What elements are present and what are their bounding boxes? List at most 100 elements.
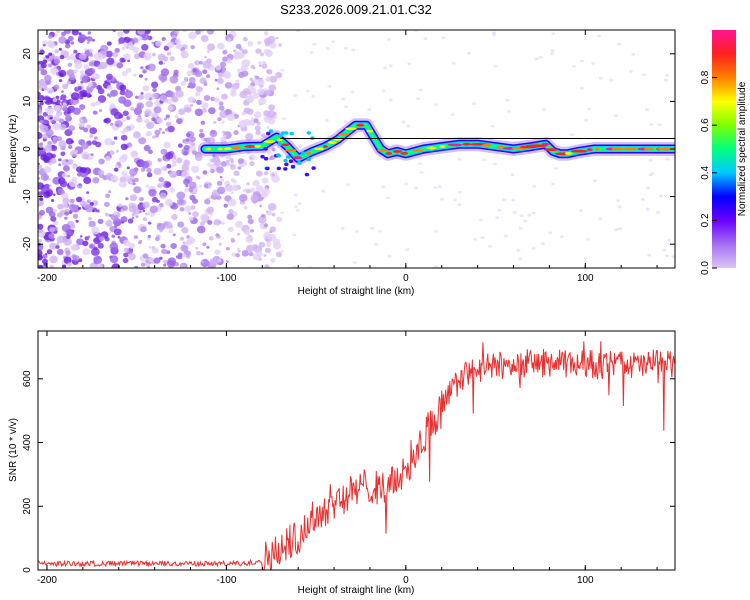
x-tick-label: -200 [37,575,57,586]
signal-ridge [197,118,675,177]
ridge-side-blob [288,159,294,163]
top-y-axis-ticks: -20 -10 0 10 20 [22,48,675,252]
noise-blob [128,253,136,261]
noise-blob [49,242,57,250]
noise-blob [79,235,83,238]
noise-blob [147,237,151,241]
noise-blob [58,163,62,166]
noise-blob [189,194,196,201]
noise-blob [67,159,74,165]
noise-blob [381,89,386,93]
noise-blob [70,244,79,252]
noise-blob [87,31,92,35]
noise-blob [106,41,112,46]
noise-blob [89,53,94,57]
noise-blob [271,173,275,177]
noise-blob [183,178,190,185]
noise-blob [49,255,58,264]
noise-blob [39,101,44,106]
noise-blob [59,123,67,131]
x-tick-label: -100 [216,273,236,284]
noise-blob [542,108,547,111]
noise-blob [616,199,621,203]
noise-blob [159,192,167,199]
noise-blob [386,38,391,41]
noise-blob [145,132,150,137]
noise-blob [148,221,152,225]
noise-blob [176,198,184,205]
y-tick-label: 600 [22,370,33,387]
noise-blob [293,94,298,97]
noise-blob [93,136,98,140]
noise-blob [177,252,183,257]
noise-blob [165,159,169,162]
noise-blob [157,183,163,189]
noise-blob [45,152,54,161]
noise-blob [38,254,43,261]
ridge-hotspot [656,147,675,151]
noise-blob [58,118,65,124]
top-y-axis-label: Frequency (Hz) [8,115,19,184]
ridge-side-blob [284,162,289,167]
noise-blob [213,219,221,226]
noise-blob [45,106,55,115]
noise-blob [233,51,242,60]
noise-blob [293,193,298,197]
noise-blob [235,253,240,258]
noise-blob [280,249,284,253]
noise-blob [140,92,144,95]
noise-blob [105,219,113,227]
noise-blob [579,59,584,63]
noise-blob [111,263,121,268]
noise-blob [246,108,254,115]
noise-blob [90,153,94,156]
noise-blob [140,66,144,70]
noise-blob [523,219,528,223]
noise-blob [87,235,91,238]
noise-blob [649,123,654,126]
noise-blob [220,136,227,142]
noise-blob [206,245,210,249]
noise-blob [174,114,179,119]
noise-blob [261,177,269,184]
noise-blob [177,221,185,228]
noise-blob [247,41,254,47]
ridge-hotspot [462,142,471,146]
noise-blob [70,92,80,101]
noise-blob [171,159,178,164]
ridge-side-blob [278,133,283,138]
noise-blob [204,56,207,59]
ridge-hotspot [292,156,303,160]
noise-blob [433,186,438,190]
noise-blob [110,175,119,183]
noise-blob [59,54,65,60]
noise-blob [67,62,73,67]
noise-blob [167,257,177,266]
noise-blob [110,89,118,97]
noise-blob [100,44,109,53]
noise-blob [416,97,421,101]
noise-blob [191,79,196,84]
noise-blob [256,251,263,258]
noise-blob [519,214,524,218]
noise-blob [202,242,207,247]
noise-blob [237,166,242,170]
noise-blob [242,36,248,42]
noise-blob [264,90,271,96]
noise-blob [131,150,138,157]
noise-blob [98,169,105,176]
noise-blob [270,258,276,263]
noise-blob [628,70,633,73]
noise-blob [98,235,105,241]
noise-blob [298,145,303,149]
ridge-side-blob [306,131,311,135]
noise-blob [221,93,228,100]
noise-blob [671,255,675,259]
noise-blob [516,248,521,252]
noise-blob [385,196,390,200]
y-tick-label: -20 [22,237,33,252]
noise-blob [236,82,240,86]
noise-blob [195,91,201,97]
noise-blob [47,41,56,49]
noise-blob [233,130,239,135]
